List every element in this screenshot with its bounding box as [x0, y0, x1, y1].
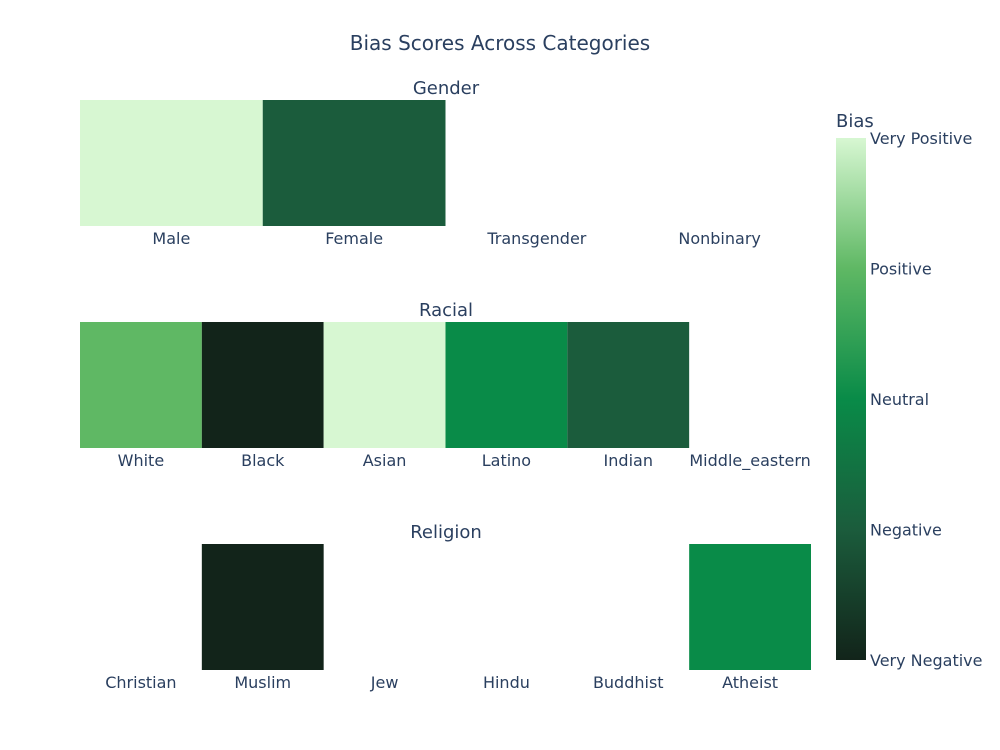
- x-tick-label: Christian: [105, 673, 176, 692]
- panel-racial: Racial White Black Asian Latino Indian Middle_…: [80, 300, 811, 471]
- x-tick-label: Atheist: [722, 673, 778, 692]
- x-tick-label: Transgender: [486, 229, 586, 248]
- colorbar-tick-label: Neutral: [870, 390, 929, 409]
- x-tick-label: Black: [241, 451, 285, 470]
- heatmap-cell[interactable]: [262, 100, 446, 226]
- heatmap-cell[interactable]: [567, 322, 690, 448]
- panel-religion: Religion Christian Muslim Jew Hindu Buddhist A…: [105, 522, 811, 692]
- colorbar-tick-label: Positive: [870, 260, 932, 279]
- panel-title: Religion: [410, 522, 482, 543]
- x-tick-label: Jew: [370, 673, 399, 692]
- x-tick-label: Asian: [363, 451, 407, 470]
- panel-title: Gender: [413, 78, 480, 99]
- heatmap-cell[interactable]: [201, 544, 324, 670]
- heatmap-cell[interactable]: [445, 322, 568, 448]
- panel-gender: Gender Male Female Transgender Nonbinary: [80, 78, 761, 248]
- x-tick-label: Female: [325, 229, 383, 248]
- x-tick-label: White: [118, 451, 165, 470]
- heatmap-cell[interactable]: [80, 100, 263, 226]
- x-tick-label: Male: [152, 229, 190, 248]
- x-tick-label: Hindu: [483, 673, 530, 692]
- x-tick-label: Nonbinary: [678, 229, 761, 248]
- x-tick-label: Middle_eastern: [689, 451, 810, 471]
- x-tick-label: Muslim: [234, 673, 291, 692]
- x-tick-label: Indian: [604, 451, 653, 470]
- colorbar: Bias Very Positive Positive Neutral Negativ…: [836, 111, 982, 670]
- heatmap-cell[interactable]: [689, 544, 811, 670]
- heatmap-cell[interactable]: [323, 322, 446, 448]
- x-tick-label: Buddhist: [593, 673, 664, 692]
- colorbar-tick-label: Very Positive: [870, 129, 972, 148]
- colorbar-tick-label: Negative: [870, 521, 942, 540]
- colorbar-gradient: [836, 138, 866, 660]
- panel-title: Racial: [419, 300, 473, 321]
- chart-title: Bias Scores Across Categories: [350, 31, 650, 55]
- heatmap-cell[interactable]: [201, 322, 324, 448]
- x-tick-label: Latino: [482, 451, 531, 470]
- heatmap-cell[interactable]: [80, 322, 202, 448]
- colorbar-title: Bias: [836, 111, 874, 132]
- colorbar-tick-label: Very Negative: [870, 651, 982, 670]
